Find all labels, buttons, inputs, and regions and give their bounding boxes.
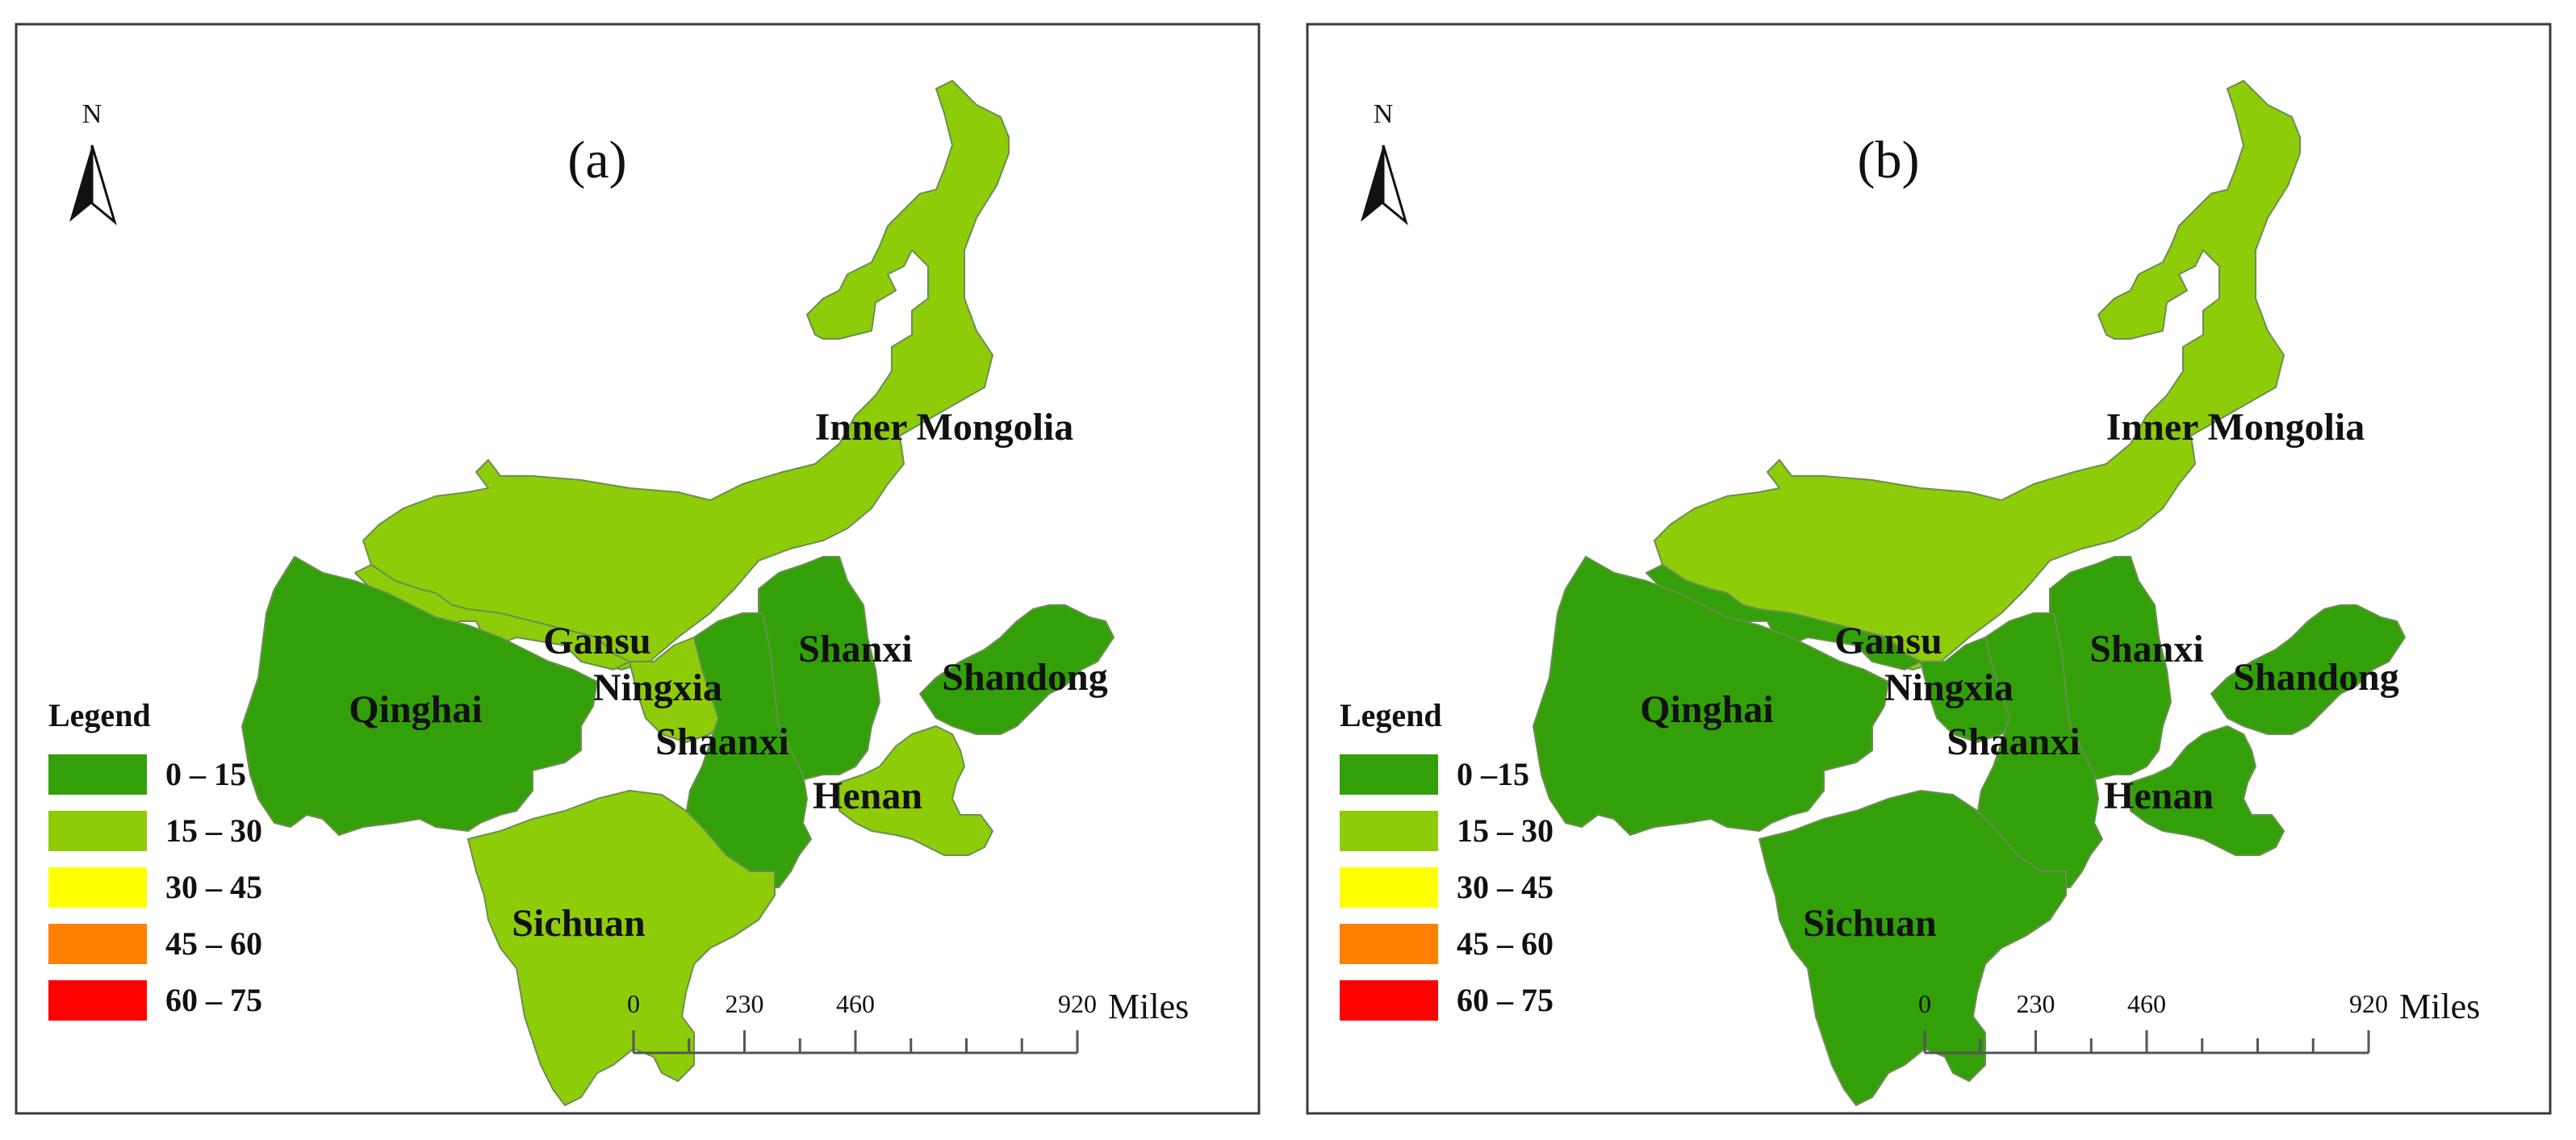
scale-bar-unit: Miles	[1108, 987, 1189, 1026]
scale-bar-tick-label: 920	[1058, 989, 1097, 1018]
legend-label: 15 – 30	[1457, 812, 1554, 849]
legend-label: 45 – 60	[1457, 925, 1554, 962]
panel-b-label-sichuan: Sichuan	[1803, 902, 1936, 945]
panel-a-region-sichuan	[467, 790, 776, 1106]
legend-swatch	[48, 754, 147, 795]
legend-title: Legend	[1340, 697, 1442, 733]
panel-a-label-ningxia: Ningxia	[593, 666, 722, 709]
panel-a-label-shandong: Shandong	[942, 656, 1107, 699]
north-arrow-icon: N	[69, 99, 117, 226]
panel-b-region-gansu	[1646, 564, 1922, 670]
panel-a-map	[241, 80, 1114, 1106]
panel-a-north-label: N	[82, 99, 102, 129]
panel-b-label-shanxi: Shanxi	[2089, 628, 2203, 670]
legend-swatch	[48, 924, 147, 964]
north-arrow-right-half	[90, 144, 117, 226]
panel-a-region-shaanxi	[685, 612, 812, 888]
panel-b-scale-bar: 0 230 460 920 Miles	[1918, 987, 2480, 1054]
panel-b-label-inner-mongolia: Inner Mongolia	[2106, 406, 2365, 449]
legend-label: 15 – 30	[165, 812, 262, 849]
legend-label: 60 – 75	[165, 982, 262, 1018]
north-arrow-left-half	[69, 145, 92, 222]
panel-b-label-henan: Henan	[2104, 775, 2214, 817]
panel-a-region-shandong	[919, 604, 1114, 735]
scale-bar-tick-label: 230	[2017, 989, 2055, 1018]
panel-a-label-inner-mongolia: Inner Mongolia	[815, 406, 1073, 449]
panel-b-north-label: N	[1374, 99, 1394, 129]
panel-b-label-ningxia: Ningxia	[1884, 666, 2014, 709]
scale-bar-tick-label: 0	[627, 989, 640, 1018]
scale-bar-tick-label: 460	[836, 989, 875, 1018]
scale-bar-tick-label: 460	[2127, 989, 2166, 1018]
panel-b-region-henan	[2130, 725, 2285, 856]
panel-b-region-shaanxi	[1976, 612, 2103, 888]
panel-a-scale-bar: 0 230 460 920 Miles	[627, 987, 1189, 1054]
legend-label: 45 – 60	[165, 925, 262, 962]
panel-b-label-shandong: Shandong	[2233, 656, 2398, 699]
panel-b-label-qinghai: Qinghai	[1640, 688, 1773, 731]
scale-bar-tick-label: 0	[1918, 989, 1931, 1018]
legend-label: 60 – 75	[1457, 982, 1554, 1018]
panel-a-label-shaanxi: Shaanxi	[655, 720, 788, 763]
panel-a-label-qinghai: Qinghai	[349, 688, 482, 731]
panel-a-label-henan: Henan	[813, 775, 922, 817]
legend-swatch	[1340, 754, 1438, 795]
panel-b-region-sichuan	[1758, 790, 2067, 1106]
panel-b-legend: Legend 0 –15 15 – 30 30 – 45 45 – 60 60 – 75	[1340, 697, 1554, 1021]
legend-label: 0 –15	[1457, 756, 1529, 792]
legend-swatch	[48, 867, 147, 908]
legend-swatch	[1340, 867, 1438, 908]
legend-title: Legend	[48, 697, 151, 733]
legend-swatch	[48, 811, 147, 851]
panel-a-region-henan	[838, 725, 993, 856]
north-arrow-right-half	[1382, 144, 1408, 226]
legend-label: 30 – 45	[1457, 869, 1554, 905]
north-arrow-left-half	[1361, 145, 1383, 222]
scale-bar-unit: Miles	[2399, 987, 2480, 1026]
panel-b-title: (b)	[1858, 131, 1920, 190]
legend-label: 0 – 15	[165, 756, 246, 792]
panel-a-label-sichuan: Sichuan	[512, 902, 645, 945]
legend-swatch	[1340, 924, 1438, 964]
panel-b-map	[1533, 80, 2406, 1106]
panel-b-region-shandong	[2210, 604, 2406, 735]
scale-bar-tick-label: 920	[2349, 989, 2388, 1018]
legend-swatch	[1340, 811, 1438, 851]
north-arrow-icon: N	[1361, 99, 1408, 226]
scale-bar-tick-label: 230	[726, 989, 764, 1018]
panel-b-label-gansu: Gansu	[1834, 620, 1942, 662]
panel-a-region-gansu	[354, 564, 630, 670]
panel-a-label-shanxi: Shanxi	[798, 628, 912, 670]
panel-a-title: (a)	[567, 131, 626, 190]
legend-swatch	[48, 980, 147, 1021]
panel-b-label-shaanxi: Shaanxi	[1947, 720, 2080, 763]
panel-a-region-qinghai	[241, 556, 598, 836]
legend-swatch	[1340, 980, 1438, 1021]
panel-a-label-gansu: Gansu	[543, 620, 650, 662]
panel-b-region-qinghai	[1533, 556, 1889, 836]
panel-a-legend: Legend 0 – 15 15 – 30 30 – 45 45 – 60 60 – 75	[48, 697, 262, 1021]
legend-label: 30 – 45	[165, 869, 262, 905]
